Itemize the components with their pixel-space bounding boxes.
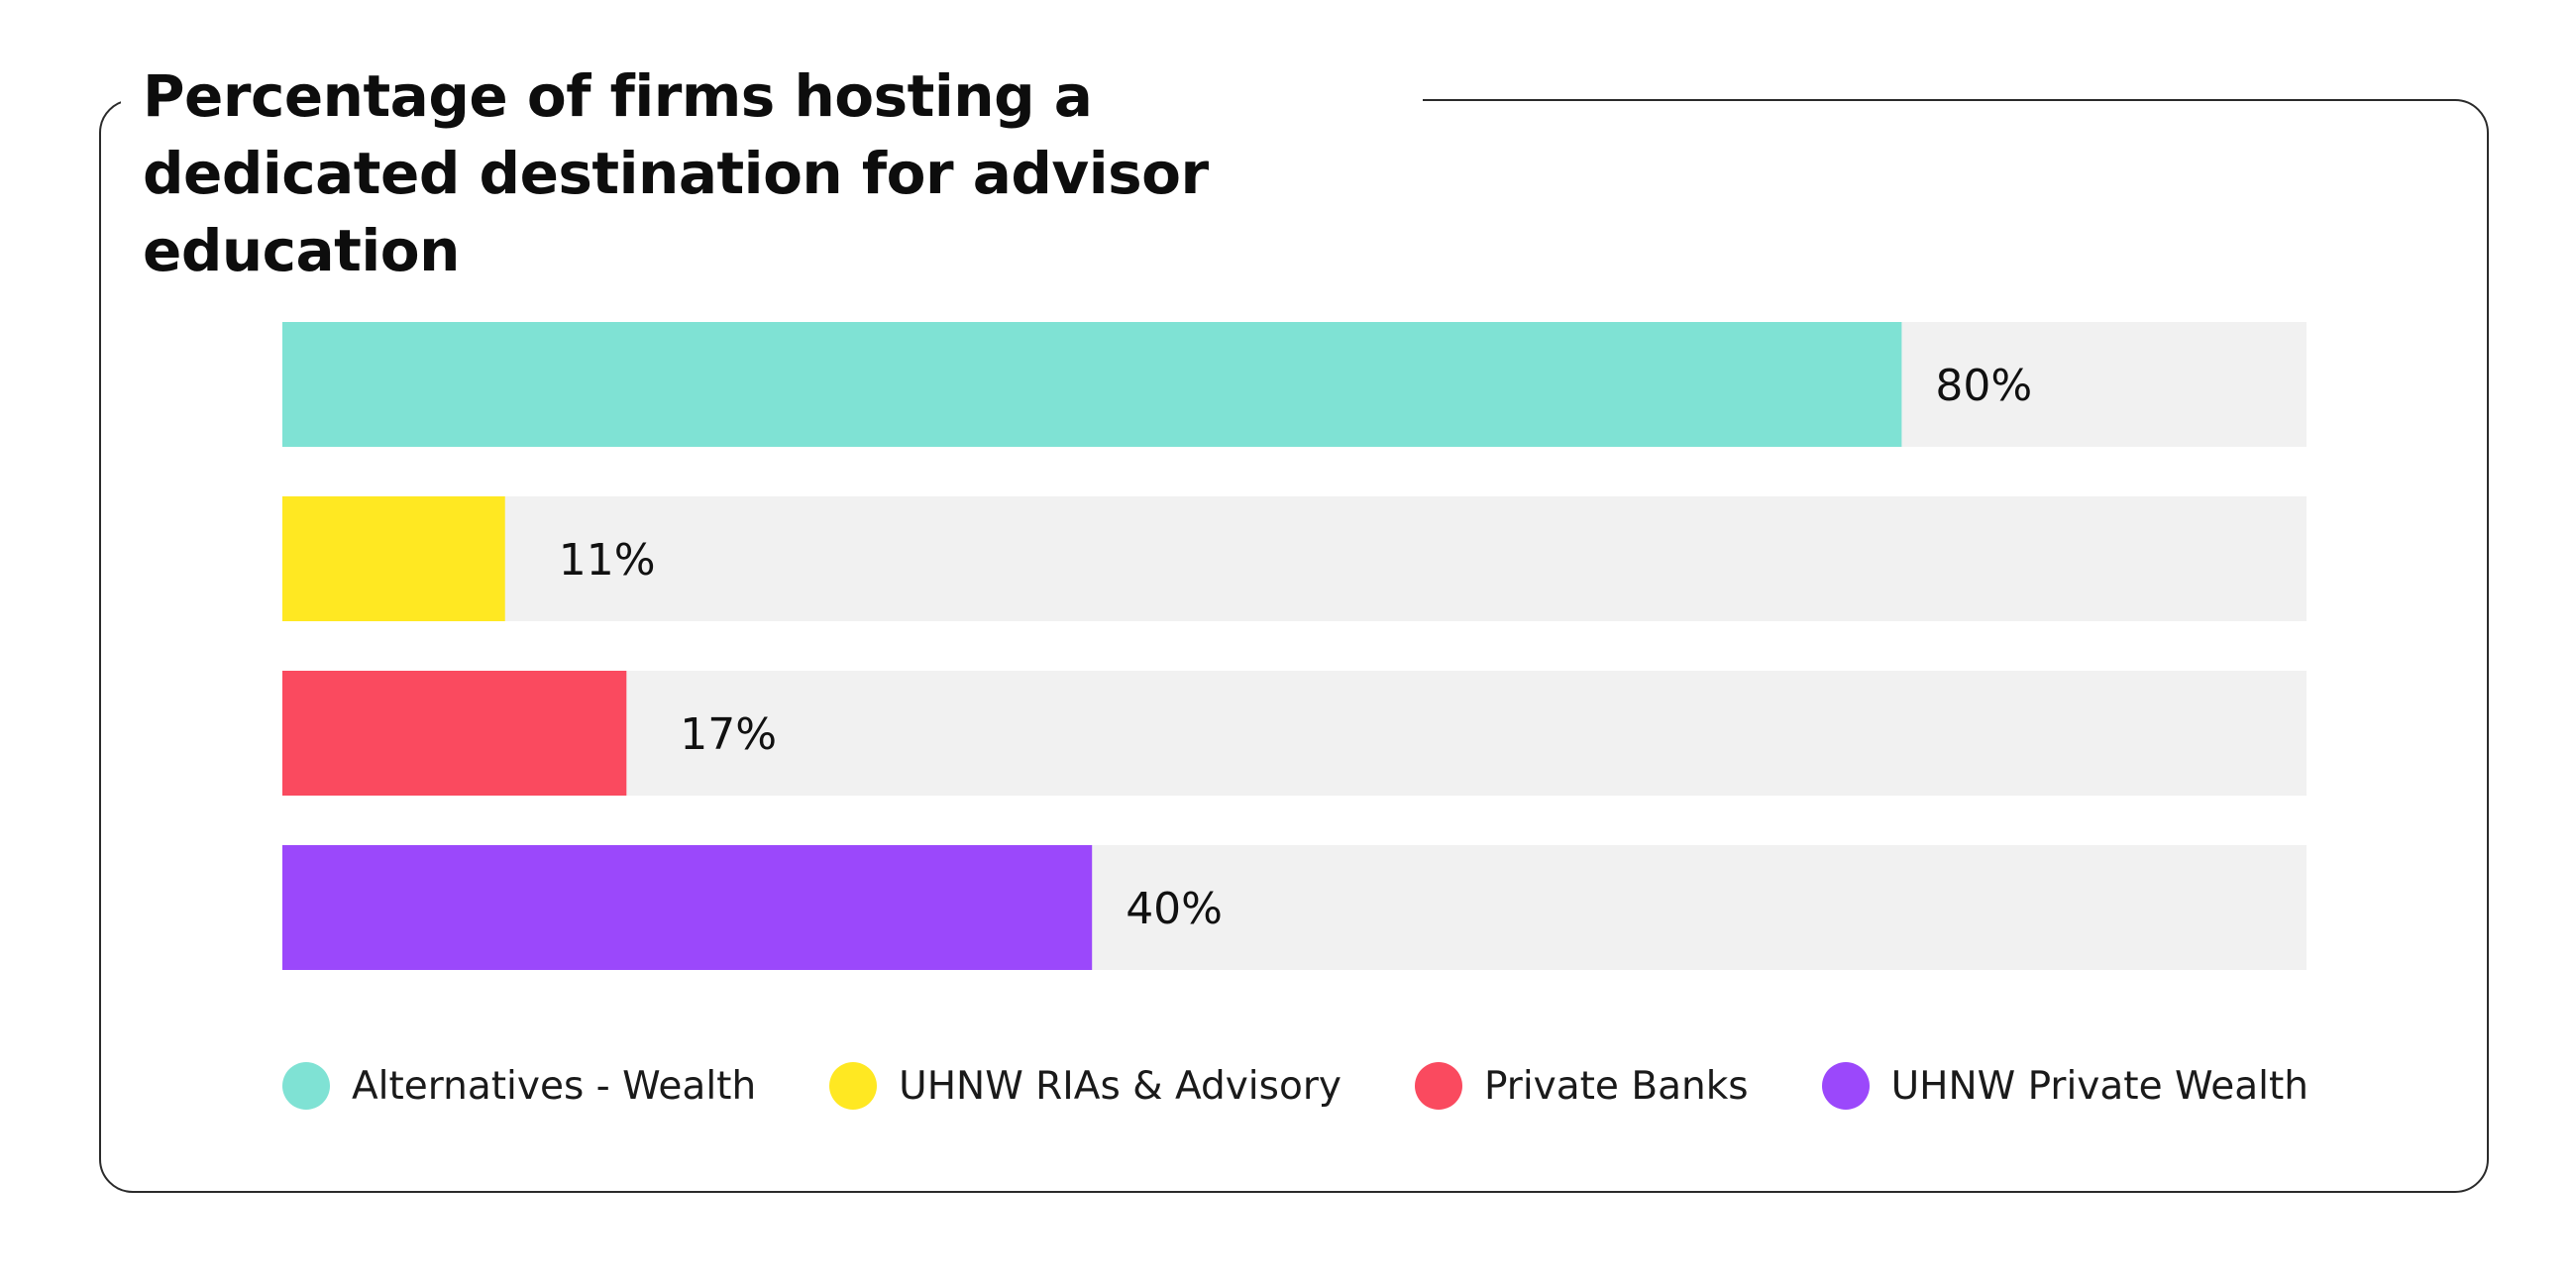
bars-layer: 80% 11% 17% 40% xyxy=(282,322,2307,970)
legend: Alternatives - Wealth UHNW RIAs & Adviso… xyxy=(282,1056,2308,1116)
bar-value-label-uhnw-rias-advisory: 11% xyxy=(559,535,656,586)
legend-item-private-banks: Private Banks xyxy=(1414,1062,1749,1110)
legend-swatch-icon xyxy=(1414,1062,1462,1110)
legend-label: UHNW RIAs & Advisory xyxy=(899,1063,1342,1109)
legend-item-uhnw-private-wealth: UHNW Private Wealth xyxy=(1821,1062,2308,1110)
legend-item-alternatives-wealth: Alternatives - Wealth xyxy=(282,1062,756,1110)
bar-value-label-uhnw-private-wealth: 40% xyxy=(1126,884,1223,934)
legend-swatch-icon xyxy=(1821,1062,1870,1110)
chart-title: Percentage of firms hosting a dedicated … xyxy=(143,62,1209,284)
bar-alternatives-wealth xyxy=(282,322,1902,447)
title-wrap: Percentage of firms hosting a dedicated … xyxy=(121,57,1423,289)
bar-track-uhnw-rias-advisory xyxy=(282,496,2307,621)
legend-swatch-icon xyxy=(282,1062,330,1110)
bar-value-label-private-banks: 17% xyxy=(680,709,777,760)
legend-swatch-icon xyxy=(829,1062,878,1110)
legend-label: Alternatives - Wealth xyxy=(352,1063,757,1109)
bar-uhnw-private-wealth xyxy=(282,845,1093,970)
legend-item-uhnw-rias-advisory: UHNW RIAs & Advisory xyxy=(829,1062,1342,1110)
legend-label: Private Banks xyxy=(1483,1063,1749,1109)
legend-label: UHNW Private Wealth xyxy=(1890,1063,2308,1109)
bar-value-label-alternatives-wealth: 80% xyxy=(1935,361,2032,411)
bar-private-banks xyxy=(282,671,627,796)
bar-uhnw-rias-advisory xyxy=(282,496,505,621)
